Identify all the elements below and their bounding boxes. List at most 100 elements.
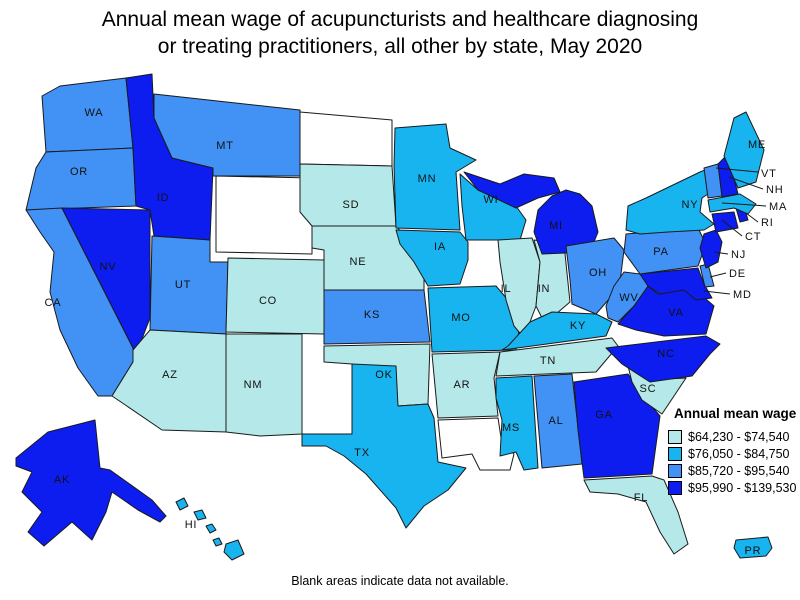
map-title: Annual mean wage of acupuncturists and h… [0,6,800,60]
leader-line-nj [713,251,729,255]
state-ga [573,373,661,479]
state-label-vt: VT [761,168,777,180]
state-ky [501,311,613,351]
state-label-tx: TX [354,447,370,459]
leader-line-vt [715,167,759,173]
state-label-az: AZ [162,369,178,381]
leader-line-nh [728,176,764,190]
state-label-pr: PR [745,545,762,557]
legend-swatch-0 [668,430,682,444]
state-label-mn: MN [418,173,437,185]
state-label-me: ME [748,139,766,151]
map-title-line-1: Annual mean wage of acupuncturists and h… [101,8,699,31]
legend-item-0: $64,230 - $74,540 [668,430,800,444]
state-label-nm: NM [244,379,263,391]
legend-label-3: $95,990 - $139,530 [688,481,797,495]
state-label-ks: KS [364,309,380,321]
state-label-nv: NV [100,261,117,273]
state-label-ct: CT [745,231,761,243]
leader-line-ri [745,212,759,223]
legend-items: $64,230 - $74,540 $76,050 - $84,750 $85,72… [660,430,800,495]
state-wy [215,175,313,255]
legend-swatch-1 [668,447,682,461]
leader-line-ct [721,219,743,237]
state-ms [495,375,539,471]
state-label-nc: NC [657,348,675,360]
state-label-de: DE [729,268,746,280]
state-label-va: VA [668,307,683,319]
legend-label-1: $76,050 - $84,750 [688,447,790,461]
state-label-hi: HI [185,519,198,531]
state-label-in: IN [538,283,551,295]
state-label-ky: KY [570,320,586,332]
state-label-wv: WV [619,292,638,304]
state-label-or: OR [70,166,88,178]
state-label-co: CO [259,295,277,307]
state-hi [193,509,207,521]
state-label-pa: PA [653,246,668,258]
state-label-ok: OK [375,369,393,381]
legend-label-2: $85,720 - $95,540 [688,464,790,478]
state-label-sd: SD [343,199,360,211]
state-label-ny: NY [682,199,699,211]
state-la [437,417,515,471]
state-label-wa: WA [85,107,104,119]
state-label-ut: UT [175,279,191,291]
state-label-wi: WI [483,194,498,206]
state-md [639,267,713,301]
leader-line-md [703,290,731,295]
state-label-fl: FL [634,492,648,504]
state-ny [625,167,715,235]
legend: Annual mean wage $64,230 - $74,540 $76,05… [660,406,800,498]
state-label-nh: NH [766,184,784,196]
state-hi [212,537,223,547]
leader-line-de [709,272,727,278]
state-label-il: IL [501,283,512,295]
state-pr [733,536,773,559]
state-or [25,147,137,211]
state-label-ar: AR [454,379,471,391]
state-hi [175,497,189,511]
state-label-sc: SC [640,383,657,395]
legend-label-0: $64,230 - $74,540 [688,430,790,444]
state-label-mt: MT [216,140,233,152]
state-label-tn: TN [540,355,556,367]
state-label-id: ID [157,192,170,204]
state-label-ri: RI [761,217,774,229]
legend-item-2: $85,720 - $95,540 [668,464,800,478]
state-label-ms: MS [502,422,520,434]
state-mi [463,171,561,209]
state-label-md: MD [733,289,752,301]
state-tn [495,337,619,377]
state-nv [61,207,151,353]
state-mi [533,189,599,255]
state-fl [583,475,689,555]
state-label-ne: NE [350,256,367,268]
state-sd [299,163,397,227]
state-ks [323,289,431,345]
legend-item-3: $95,990 - $139,530 [668,481,800,495]
footnote: Blank areas indicate data not available. [291,574,509,588]
leader-line-ma [721,202,767,207]
legend-swatch-3 [668,481,682,495]
state-nj [699,229,723,269]
state-label-ma: MA [769,201,787,213]
legend-title: Annual mean wage [674,406,797,421]
state-mn [393,123,477,231]
state-label-mo: MO [451,312,470,324]
state-ak [15,419,167,547]
state-hi [223,539,245,561]
legend-swatch-2 [668,464,682,478]
state-va [617,285,715,337]
state-tx [301,363,467,529]
state-nc [605,335,721,383]
state-me [723,111,765,189]
state-label-mi: MI [549,220,563,232]
state-label-ca: CA [45,297,62,309]
state-label-ak: AK [54,474,70,486]
state-nm [225,333,303,437]
legend-item-1: $76,050 - $84,750 [668,447,800,461]
state-label-al: AL [548,415,563,427]
